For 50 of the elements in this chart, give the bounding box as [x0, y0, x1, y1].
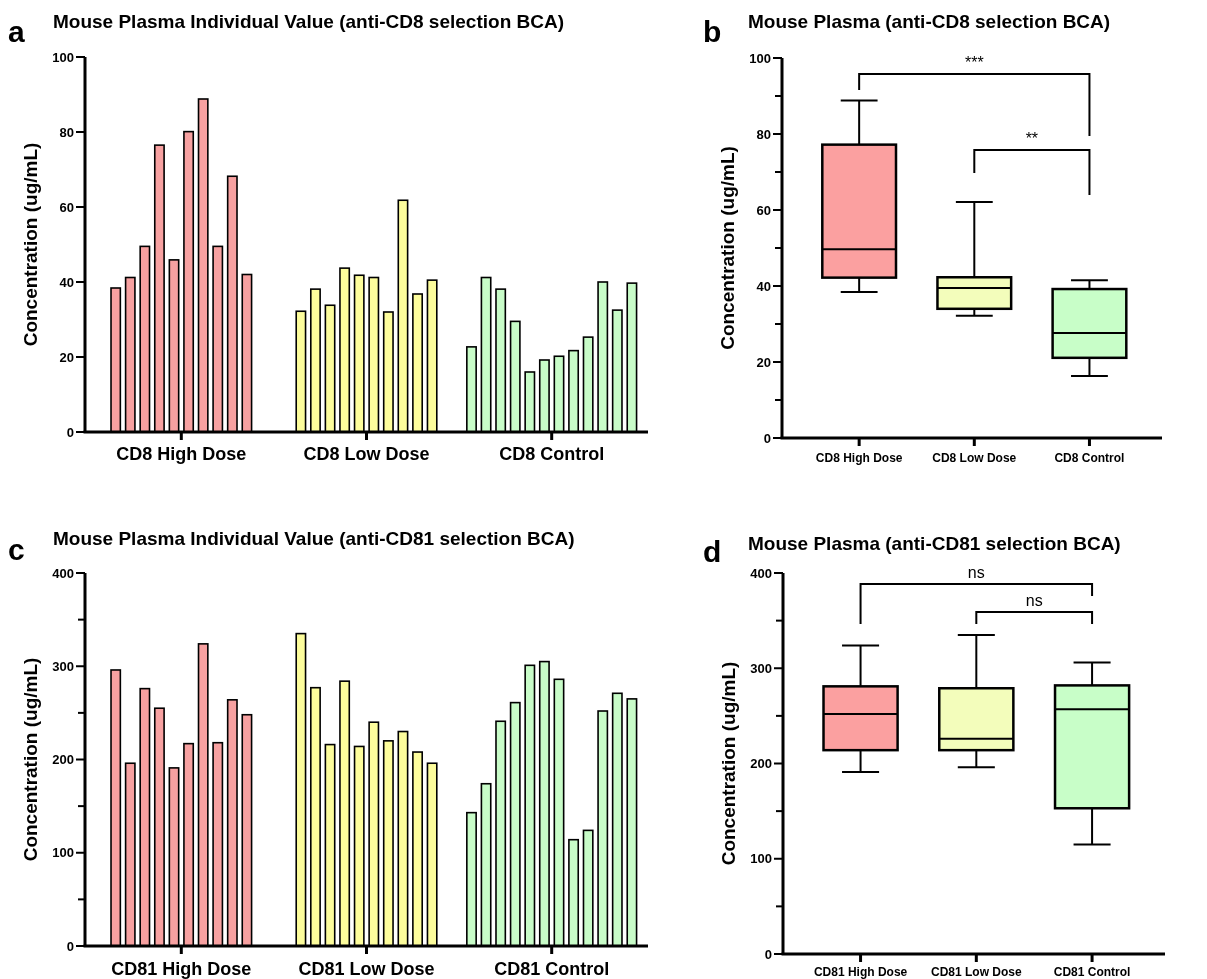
- x-tick-label: CD81 Control: [1053, 965, 1131, 979]
- text: a: [8, 15, 25, 48]
- y-tick-label: 100: [749, 50, 771, 66]
- annotation: ns: [967, 564, 985, 581]
- x-tick-label: CD81 Low Dose: [298, 959, 435, 979]
- y-tick-label: 400: [52, 565, 74, 581]
- y-tick-label: 100: [52, 49, 74, 65]
- y-tick-label: 20: [756, 354, 771, 370]
- annotation: ns: [1025, 592, 1043, 609]
- y-tick-label: 80: [59, 124, 74, 140]
- y-tick-label: 100: [52, 845, 74, 861]
- y-axis-title: Concentration (ug/mL): [20, 657, 41, 862]
- text: b: [703, 15, 722, 48]
- chart-title: Mouse Plasma (anti-CD81 selection BCA): [748, 533, 1121, 554]
- y-tick-label: 80: [756, 126, 771, 142]
- y-tick-label: 400: [750, 565, 772, 581]
- x-tick-label: CD8 High Dose: [815, 451, 903, 465]
- y-tick-label: 200: [750, 756, 772, 772]
- annotation: **: [1025, 130, 1039, 147]
- x-tick-label: CD81 High Dose: [111, 959, 252, 979]
- y-tick-label: 60: [59, 199, 74, 215]
- x-tick-label: CD8 High Dose: [116, 444, 247, 464]
- x-tick-label: CD8 Low Dose: [303, 444, 430, 464]
- y-tick-label: 60: [756, 202, 771, 218]
- y-tick-label: 200: [52, 752, 74, 768]
- x-tick-label: CD8 Control: [1054, 451, 1125, 465]
- x-tick-label: CD81 Control: [494, 959, 610, 979]
- annotation: ***: [964, 54, 984, 71]
- y-tick-label: 300: [52, 658, 74, 674]
- chart-title: Mouse Plasma Individual Value (anti-CD8 selection BCA): [53, 11, 565, 32]
- x-tick-label: CD81 Low Dose: [930, 965, 1022, 979]
- y-axis-title: Concentration (ug/mL): [717, 146, 738, 350]
- x-tick-label: CD8 Control: [499, 444, 605, 464]
- y-tick-label: 0: [763, 430, 771, 446]
- chart-title: Mouse Plasma (anti-CD8 selection BCA): [748, 11, 1111, 32]
- y-tick-label: 40: [59, 274, 74, 290]
- y-tick-label: 0: [66, 424, 74, 440]
- y-tick-label: 0: [764, 946, 772, 962]
- x-tick-label: CD81 High Dose: [813, 965, 908, 979]
- y-axis-title: Concentration (ug/mL): [20, 142, 41, 347]
- y-tick-label: 300: [750, 660, 772, 676]
- y-tick-label: 20: [59, 349, 74, 365]
- y-axis-title: Concentration (ug/mL): [718, 661, 739, 866]
- y-tick-label: 0: [66, 938, 74, 954]
- text: d: [703, 535, 722, 568]
- x-tick-label: CD8 Low Dose: [932, 451, 1017, 465]
- y-tick-label: 100: [750, 851, 772, 867]
- chart-title: Mouse Plasma Individual Value (anti-CD81 selection BCA): [53, 528, 575, 549]
- text: c: [8, 533, 25, 566]
- y-tick-label: 40: [756, 278, 771, 294]
